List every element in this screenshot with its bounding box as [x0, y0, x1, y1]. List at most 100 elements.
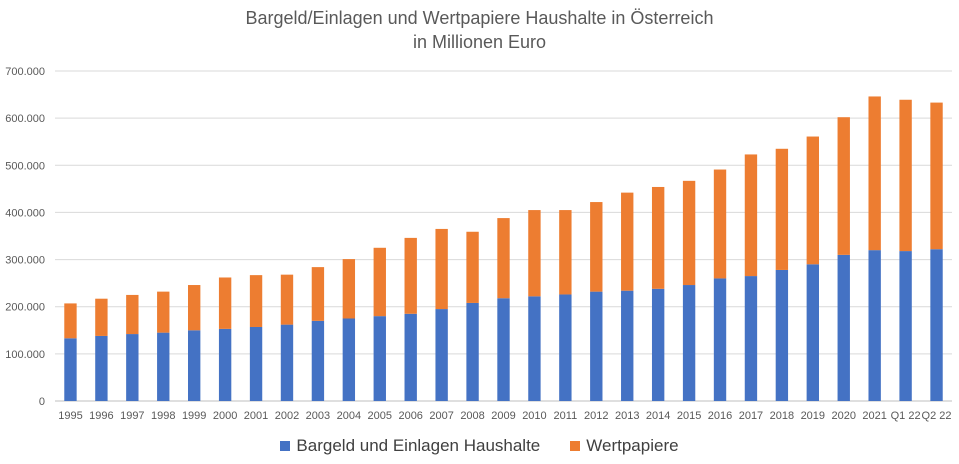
x-tick-label: 1998 [151, 410, 175, 422]
y-tick-label: 700.000 [5, 66, 45, 78]
bar-wertpapiere [651, 186, 665, 289]
y-tick-label: 600.000 [5, 113, 45, 125]
bar-bargeld [435, 309, 448, 401]
bar-bargeld [342, 318, 356, 401]
bar-wertpapiere [775, 148, 789, 270]
bar-bargeld [528, 296, 541, 401]
bar-bargeld [837, 254, 850, 401]
bar-bargeld [95, 335, 108, 401]
bar-bargeld [590, 291, 603, 401]
bar-bargeld [497, 298, 510, 401]
bar-bargeld [249, 326, 263, 401]
legend-label-bargeld: Bargeld und Einlagen Haushalte [296, 436, 541, 455]
legend-label-wertpapiere: Wertpapiere [586, 436, 679, 455]
x-tick-label: 2008 [460, 410, 484, 422]
bar-bargeld [373, 316, 386, 401]
x-tick-label: 2019 [801, 410, 825, 422]
bar-wertpapiere [218, 277, 232, 329]
x-tick-label: 2013 [615, 410, 639, 422]
bar-wertpapiere [280, 274, 294, 325]
bar-wertpapiere [682, 180, 696, 286]
bar-wertpapiere [621, 192, 634, 291]
x-tick-label: 2017 [739, 410, 763, 422]
x-tick-label: Q2 22 [922, 410, 952, 422]
y-tick-label: 200.000 [5, 302, 45, 314]
bar-bargeld [64, 338, 77, 401]
y-tick-label: 400.000 [5, 207, 45, 219]
bar-wertpapiere [466, 231, 479, 303]
bar-wertpapiere [157, 291, 170, 333]
bar-wertpapiere [311, 267, 325, 321]
x-tick-label: 2012 [584, 410, 608, 422]
chart-title: Bargeld/Einlagen und Wertpapiere Haushal… [245, 8, 714, 28]
x-tick-label: 2015 [677, 410, 701, 422]
bar-bargeld [868, 250, 881, 401]
x-tick-label: 2011 [554, 410, 578, 422]
x-tick-label: 1995 [58, 410, 82, 422]
bar-wertpapiere [249, 275, 263, 327]
x-tick-label: 2006 [398, 410, 422, 422]
bar-wertpapiere [559, 210, 572, 295]
bar-bargeld [806, 264, 819, 401]
bar-wertpapiere [528, 210, 541, 297]
bar-bargeld [651, 288, 665, 401]
bar-wertpapiere [95, 298, 108, 336]
x-tick-label: 2005 [368, 410, 392, 422]
legend-swatch-wertpapiere [570, 441, 581, 451]
legend: Bargeld und Einlagen Haushalte Wertpapie… [0, 436, 959, 456]
x-tick-label: 2004 [337, 410, 361, 422]
bar-bargeld [404, 313, 417, 401]
bar-wertpapiere [126, 294, 139, 335]
bar-wertpapiere [837, 117, 850, 255]
bar-wertpapiere [868, 96, 881, 251]
legend-swatch-bargeld [280, 441, 291, 451]
y-tick-label: 500.000 [5, 160, 45, 172]
bar-wertpapiere [899, 99, 912, 252]
x-tick-label: 1999 [182, 410, 206, 422]
bar-wertpapiere [342, 259, 356, 319]
bar-wertpapiere [806, 136, 819, 265]
bar-wertpapiere [188, 285, 201, 331]
bar-bargeld [218, 328, 232, 401]
x-tick-label: 2021 [862, 410, 886, 422]
bar-wertpapiere [64, 303, 77, 339]
x-tick-label: 2018 [770, 410, 794, 422]
x-tick-label: 2010 [522, 410, 546, 422]
x-tick-label: 2007 [429, 410, 453, 422]
bar-wertpapiere [590, 202, 603, 292]
x-tick-label: 1997 [120, 410, 144, 422]
bar-bargeld [466, 302, 479, 401]
bar-bargeld [713, 278, 727, 401]
x-tick-label: 2016 [708, 410, 732, 422]
x-tick-label: 2001 [244, 410, 268, 422]
legend-item-bargeld: Bargeld und Einlagen Haushalte [280, 436, 540, 456]
bar-bargeld [899, 251, 912, 401]
y-tick-label: 100.000 [5, 349, 45, 361]
bar-bargeld [280, 324, 294, 401]
y-tick-label: 300.000 [5, 255, 45, 267]
bar-bargeld [559, 294, 572, 401]
bar-wertpapiere [930, 102, 943, 250]
legend-item-wertpapiere: Wertpapiere [570, 436, 679, 456]
bar-bargeld [775, 269, 789, 401]
y-tick-label: 0 [39, 396, 45, 408]
bar-bargeld [744, 276, 758, 401]
x-tick-label: 1996 [89, 410, 113, 422]
bar-bargeld [682, 285, 696, 401]
x-tick-label: 2009 [491, 410, 515, 422]
chart-subtitle: in Millionen Euro [412, 32, 547, 52]
bar-bargeld [188, 330, 201, 401]
x-tick-label: 2014 [646, 410, 670, 422]
bar-bargeld [930, 249, 943, 401]
bar-wertpapiere [497, 218, 510, 299]
bar-bargeld [311, 320, 325, 401]
bar-bargeld [126, 334, 139, 401]
bar-wertpapiere [713, 169, 727, 279]
x-tick-label: 2000 [213, 410, 237, 422]
x-tick-label: 2002 [275, 410, 299, 422]
bar-wertpapiere [435, 228, 448, 310]
bar-wertpapiere [373, 247, 386, 317]
x-tick-label: 2003 [306, 410, 330, 422]
x-tick-label: Q1 22 [891, 410, 921, 422]
